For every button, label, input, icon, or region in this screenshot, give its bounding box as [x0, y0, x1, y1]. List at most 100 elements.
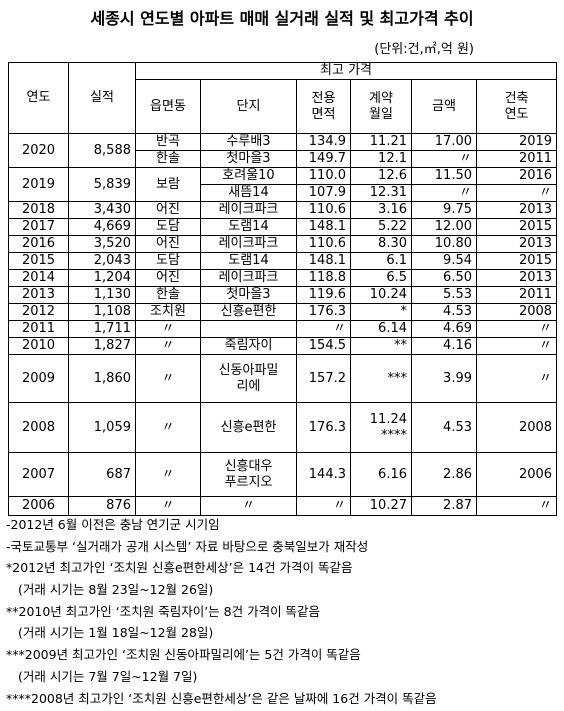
- count-cell: 1,860: [68, 354, 136, 403]
- year-cell: 2008: [8, 402, 69, 453]
- built-cell: 2008: [475, 303, 558, 321]
- price-cell: 2.87: [411, 496, 477, 516]
- built-cell: 〃: [475, 354, 558, 403]
- header-cell-line: 전용: [311, 90, 336, 106]
- town-cell: 한솔: [135, 150, 201, 168]
- year-cell: 2017: [8, 218, 69, 236]
- area-cell: 119.6: [296, 286, 351, 304]
- complex-cell: 수루배3: [200, 133, 297, 151]
- year-cell: 2013: [8, 286, 69, 304]
- date-cell: 11.21: [350, 133, 412, 151]
- area-cell: 〃: [296, 496, 351, 516]
- complex-cell: 신동아파밀 리에: [200, 354, 297, 403]
- count-cell: 1,827: [68, 337, 136, 355]
- year-cell: 2018: [8, 201, 69, 219]
- year-cell: 2011: [8, 320, 69, 338]
- price-cell: 3.99: [411, 354, 477, 403]
- header-cell-line: 연도: [504, 106, 529, 122]
- town-cell: 한솔: [135, 286, 201, 304]
- built-cell: 2013: [475, 269, 558, 287]
- date-cell: 8.30: [350, 235, 412, 253]
- date-cell: 6.1: [350, 252, 412, 270]
- price-cell: 9.75: [411, 201, 477, 219]
- area-cell: 154.5: [296, 337, 351, 355]
- date-cell: 10.27: [350, 496, 412, 516]
- built-cell: 〃: [475, 320, 558, 338]
- complex-cell: 신흥대우 푸르지오: [200, 452, 297, 497]
- built-cell: 2006: [475, 452, 558, 497]
- data-row: 2013 1,130 한솔 첫마을3 119.6 10.24 5.53 2011: [8, 286, 558, 304]
- price-cell: 17.00: [411, 133, 477, 151]
- date-cell: 3.16: [350, 201, 412, 219]
- header-cell: 연도: [8, 62, 69, 134]
- price-cell: 5.53: [411, 286, 477, 304]
- year-cell: 2010: [8, 337, 69, 355]
- date-cell: 12.1: [350, 150, 412, 168]
- complex-cell: 〃: [200, 496, 297, 516]
- built-cell: 2008: [475, 402, 558, 453]
- header-row: 읍면동 단지 전용 면적 계약 월일 금액 건축 연도: [9, 79, 558, 134]
- note: (거래 시기는 1월 18일~12월 28일): [18, 625, 214, 641]
- date-cell: 6.16: [350, 452, 412, 497]
- town-cell: 〃: [135, 337, 201, 355]
- header-cell-line: 건축: [504, 90, 529, 106]
- data-row: 2018 3,430 어진 레이크파크 110.6 3.16 9.75 2013: [8, 201, 558, 219]
- complex-cell: 레이크파크: [200, 269, 297, 287]
- date-cell: 6.14: [350, 320, 412, 338]
- price-cell: 4.16: [411, 337, 477, 355]
- price-table: 연도 실적 최고 가격 읍면동 단지 전용 면적 계약 월일 금액 건축 연도 2020 8,588 반곡 수…: [8, 62, 558, 516]
- data-row: 2007 687 〃 신흥대우 푸르지오 144.3 6.16 2.86 2006: [8, 452, 558, 497]
- header-cell-line: 면적: [311, 106, 336, 122]
- built-cell: 2019: [475, 133, 558, 151]
- header-cell-line: 계약: [369, 90, 393, 106]
- header-cell: 단지: [200, 79, 297, 134]
- note: -2012년 6월 이전은 충남 연기군 시기임: [6, 517, 220, 532]
- built-cell: 2013: [475, 201, 558, 219]
- area-cell: 134.9: [296, 133, 351, 151]
- data-row: 2014 1,204 어진 레이크파크 118.8 6.5 6.50 2013: [8, 269, 558, 287]
- price-cell: 12.00: [411, 218, 477, 236]
- built-cell: 〃: [475, 184, 558, 202]
- year-cell: 2009: [8, 354, 69, 403]
- count-cell: 5,839: [68, 167, 136, 202]
- data-row: 한솔 첫마을3 149.7 12.1 〃 2011: [9, 150, 558, 168]
- notes: -2012년 6월 이전은 충남 연기군 시기임 -국토교통부 ‘실거래가 공개 …: [6, 514, 437, 709]
- header-cell: 금액: [411, 79, 477, 134]
- built-cell: 2011: [475, 150, 558, 168]
- built-cell: 〃: [475, 496, 558, 516]
- area-cell: 144.3: [296, 452, 351, 497]
- header-cell: 전용 면적: [296, 79, 351, 134]
- town-cell: 도담: [135, 252, 201, 270]
- note: **2010년 최고가인 ‘조치원 죽림자이’는 8건 가격이 똑같음: [6, 603, 321, 619]
- price-cell: 6.50: [411, 269, 477, 287]
- area-cell: 107.9: [296, 184, 351, 202]
- count-cell: 4,669: [68, 218, 136, 236]
- complex-cell: [200, 320, 297, 338]
- town-cell: 〃: [135, 320, 201, 338]
- town-cell: 〃: [135, 452, 201, 497]
- price-cell: 9.54: [411, 252, 477, 270]
- town-cell: 반곡: [135, 133, 201, 151]
- built-cell: 2015: [475, 218, 558, 236]
- date-cell: 11.24 ****: [350, 402, 412, 453]
- date-cell: ***: [350, 354, 412, 403]
- town-cell: 〃: [135, 496, 201, 516]
- built-cell: 2015: [475, 252, 558, 270]
- data-row: 2008 1,059 〃 신흥e편한 176.3 11.24 **** 4.53 2008: [8, 402, 558, 453]
- count-cell: 8,588: [68, 133, 136, 168]
- town-cell: 조치원: [135, 303, 201, 321]
- date-cell-line: ****: [381, 427, 407, 443]
- complex-cell: 레이크파크: [200, 235, 297, 253]
- year-cell: 2006: [8, 496, 69, 516]
- area-cell: 176.3: [296, 303, 351, 321]
- data-row: 2020 8,588 반곡 수루배3 134.9 11.21 17.00 2019: [8, 133, 558, 168]
- note: ***2009년 최고가인 ‘조치원 신동아파밀리에’는 5건 가격이 똑같음: [6, 647, 361, 663]
- date-cell-line: 11.24: [369, 411, 407, 427]
- price-cell: 2.86: [411, 452, 477, 497]
- count-cell: 1,204: [68, 269, 136, 287]
- area-cell: 110.6: [296, 201, 351, 219]
- date-cell: **: [350, 337, 412, 355]
- area-cell: 176.3: [296, 402, 351, 453]
- complex-cell: 죽림자이: [200, 337, 297, 355]
